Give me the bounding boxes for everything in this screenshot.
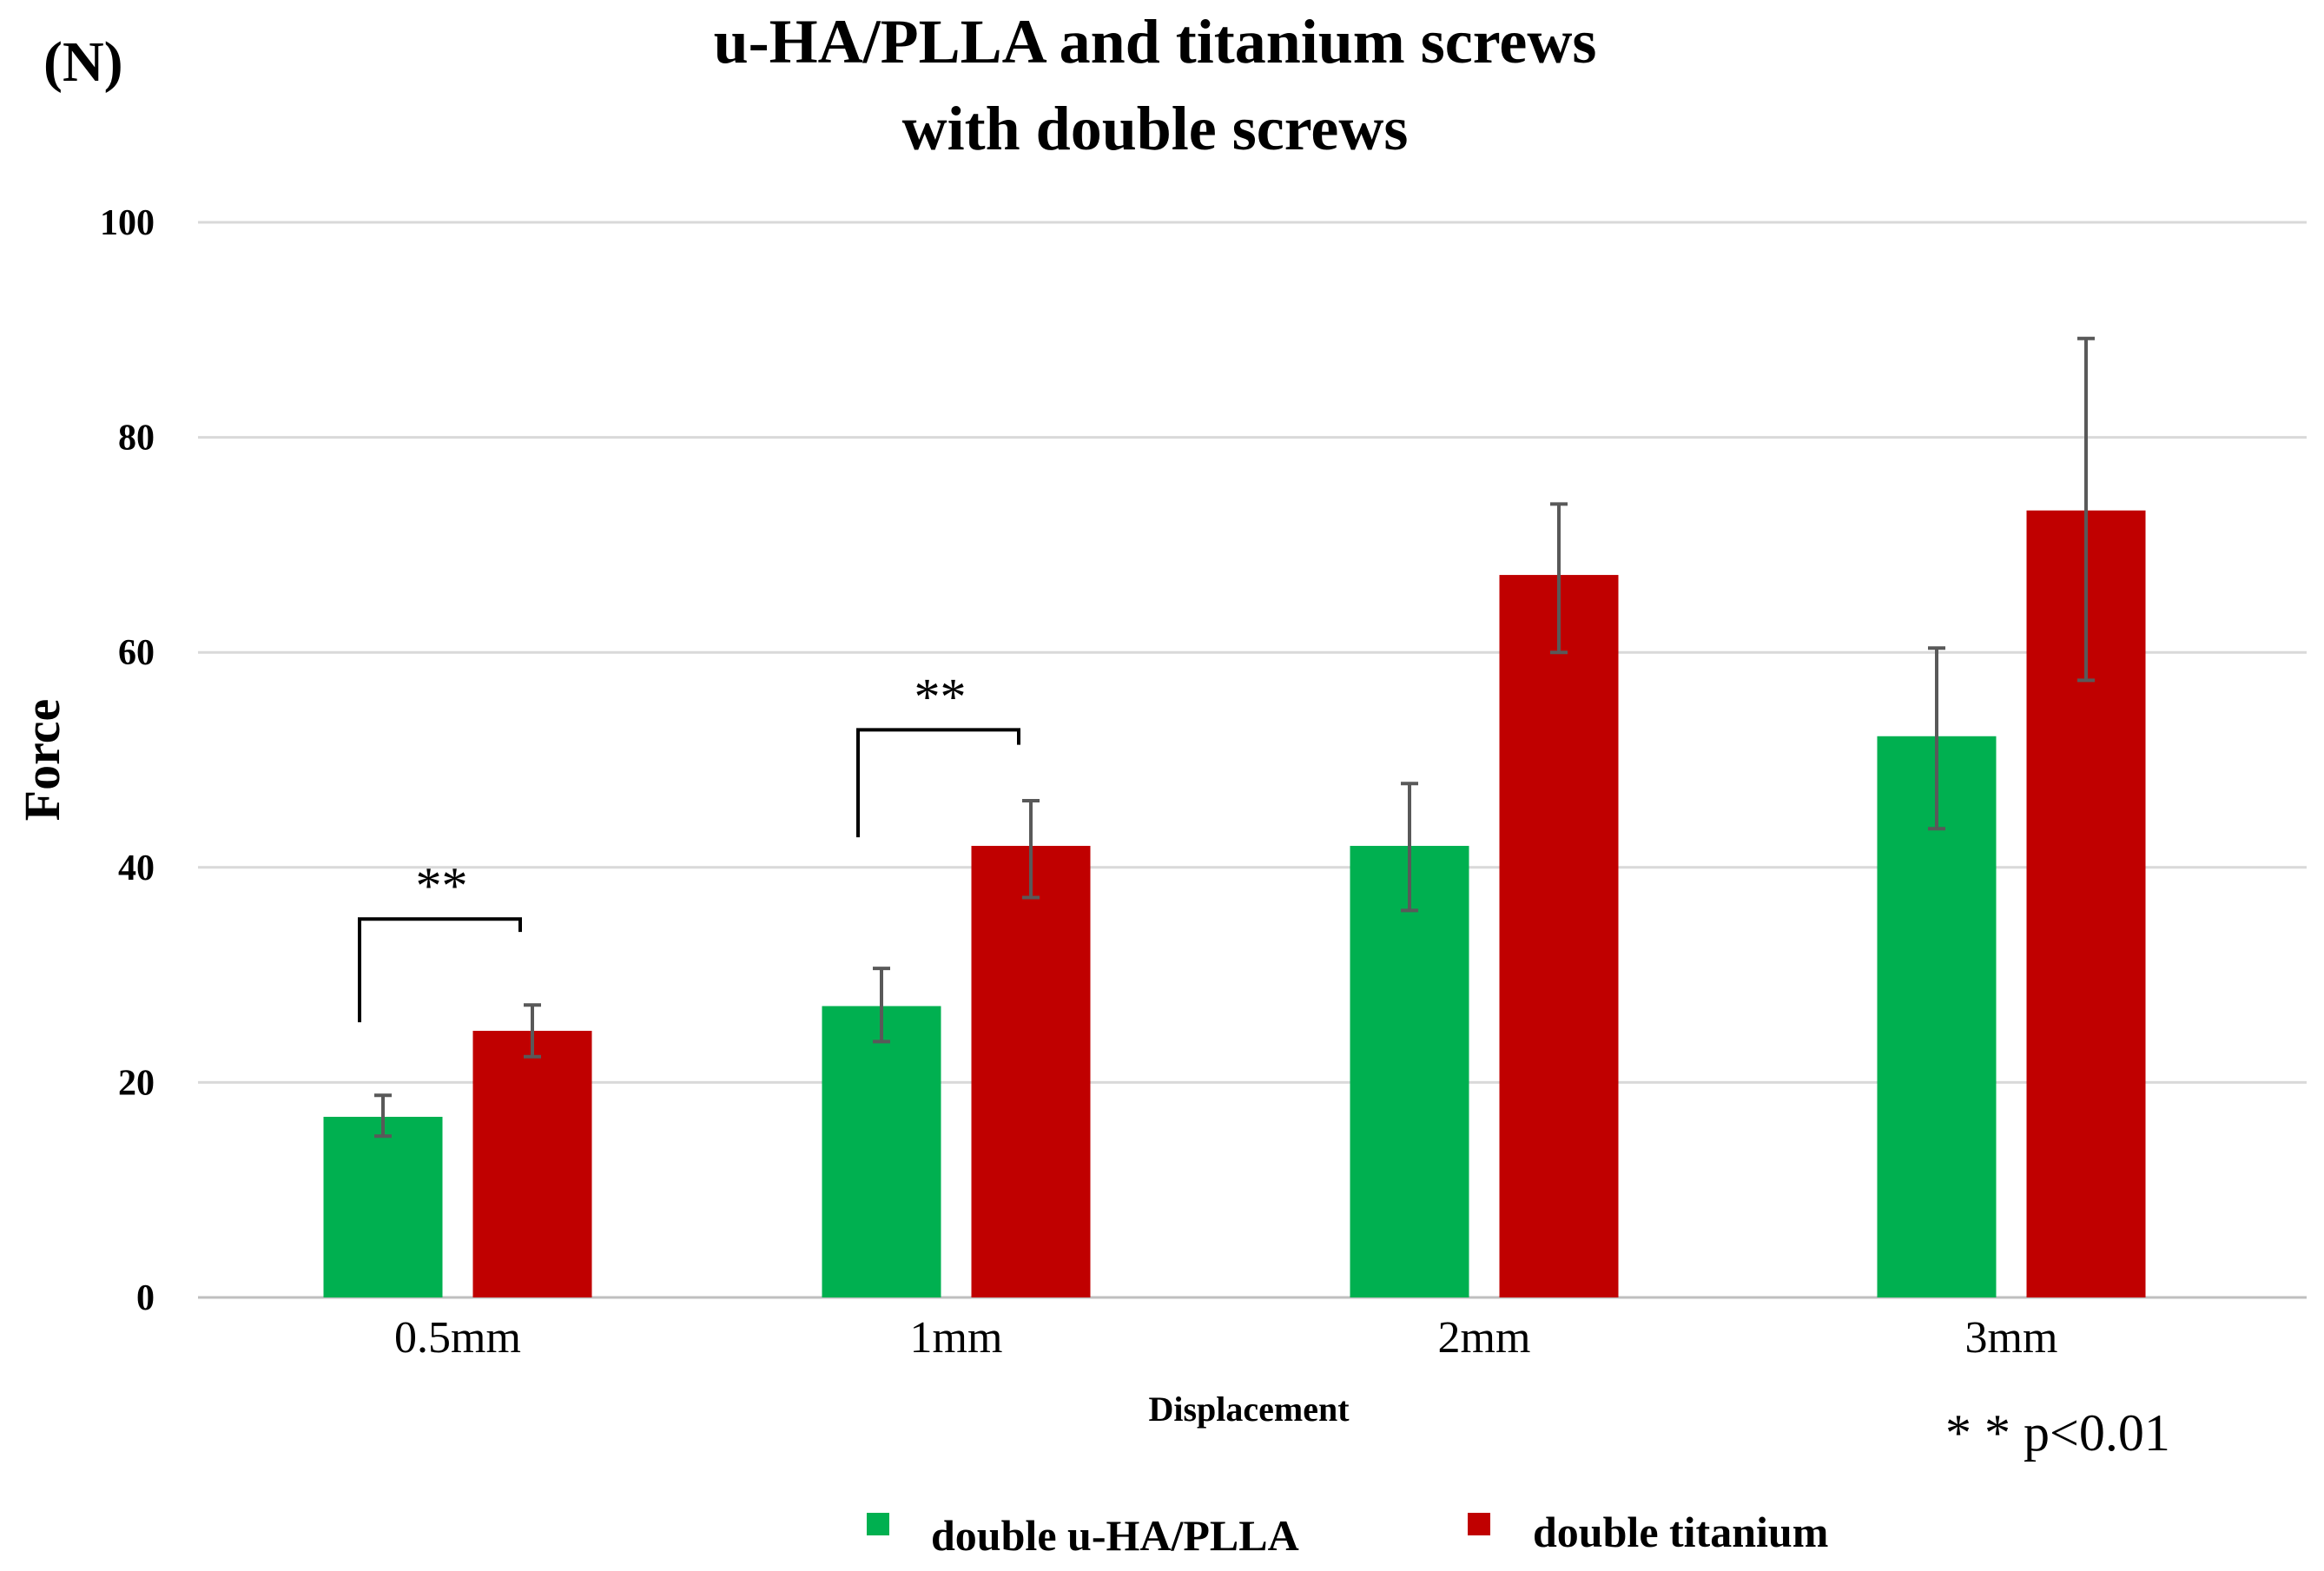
significance-note: * * p<0.01 <box>1945 1404 2170 1462</box>
bar-series0-cat2 <box>1350 846 1469 1297</box>
legend-label-uha-plla: double u-HA/PLLA <box>931 1511 1299 1560</box>
chart-text: (N) u-HA/PLLA and titanium screws with d… <box>14 7 2170 1462</box>
gridlines: 0 20 40 60 80 100 0.5mm 1mm 2mm 3mm <box>100 203 2307 1363</box>
significance-label-1: ** <box>914 668 967 725</box>
legend-swatch-uha-plla <box>867 1513 889 1535</box>
significance-label-0: ** <box>416 857 468 914</box>
legend-swatch-titanium <box>1468 1513 1490 1535</box>
y-axis-label: Force <box>14 699 70 822</box>
x-tick-label-3: 3mm <box>1965 1313 2058 1363</box>
y-tick-label-20: 20 <box>118 1063 155 1103</box>
x-tick-label-2: 2mm <box>1438 1313 1531 1363</box>
legend: double u-HA/PLLA double titanium <box>867 1508 1828 1560</box>
chart-title-line-1: u-HA/PLLA and titanium screws <box>714 7 1597 76</box>
y-unit-label: (N) <box>43 30 123 94</box>
x-tick-label-0: 0.5mm <box>394 1313 521 1363</box>
bars <box>323 510 2146 1297</box>
bar-series1-cat2 <box>1499 575 1619 1297</box>
y-tick-label-80: 80 <box>118 419 155 459</box>
y-tick-label-100: 100 <box>100 203 155 243</box>
bar-series0-cat1 <box>822 1006 941 1297</box>
y-tick-label-60: 60 <box>118 633 155 673</box>
significance-bracket-0 <box>358 917 522 1023</box>
x-axis-label: Displacement <box>1148 1389 1350 1429</box>
chart-title-line-2: with double screws <box>902 94 1409 163</box>
bar-series1-cat0 <box>472 1030 592 1297</box>
legend-label-titanium: double titanium <box>1533 1508 1828 1556</box>
error-bars <box>374 336 2095 1139</box>
significance-bracket-1 <box>856 728 1020 838</box>
bar-series1-cat1 <box>971 846 1091 1297</box>
significance-brackets: ** ** <box>358 668 1020 1023</box>
x-tick-label-1: 1mm <box>910 1313 1003 1363</box>
y-tick-label-0: 0 <box>136 1278 155 1318</box>
bar-series0-cat0 <box>323 1117 443 1297</box>
y-tick-label-40: 40 <box>118 848 155 888</box>
